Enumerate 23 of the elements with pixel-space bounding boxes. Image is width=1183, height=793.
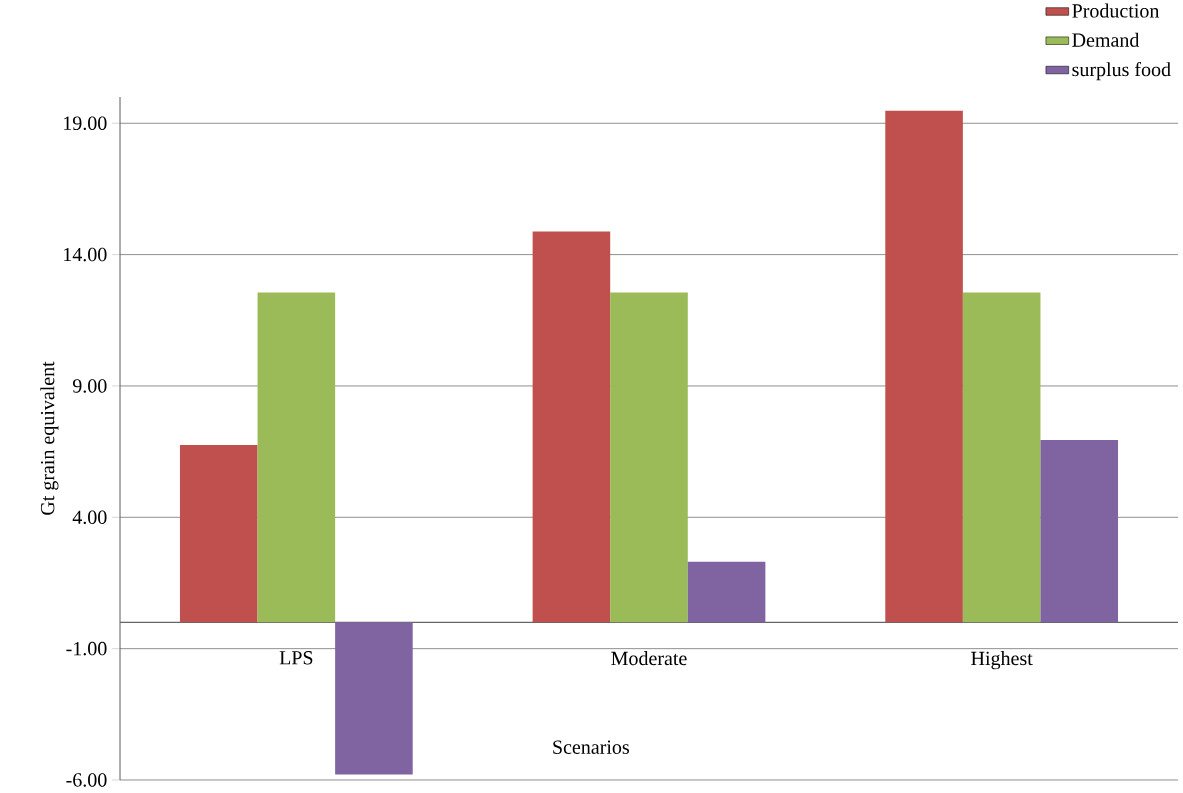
bar — [885, 110, 963, 623]
x-tick-label: LPS — [279, 651, 313, 665]
bar — [610, 292, 688, 623]
y-tick-label: 4.00 — [72, 510, 107, 525]
bar — [335, 622, 413, 775]
bar — [962, 292, 1041, 623]
x-axis-title: Scenarios — [553, 740, 629, 754]
bar — [257, 292, 336, 623]
x-tick-label: Moderate — [611, 651, 687, 666]
y-tick-label: 9.00 — [72, 379, 107, 393]
legend-label: Demand — [1072, 32, 1140, 47]
y-axis-title: Gt grain equivalent — [40, 361, 59, 515]
bar — [1040, 440, 1119, 623]
legend-label: Production — [1072, 3, 1160, 18]
bar — [532, 231, 611, 623]
legend-label: surplus food — [1072, 61, 1171, 81]
y-tick-label: -6.00 — [66, 773, 107, 787]
bar — [179, 445, 258, 623]
y-tick-label: 19.00 — [64, 116, 107, 131]
y-tick-label: -1.00 — [66, 641, 107, 656]
bar — [687, 561, 766, 623]
x-tick-label: Highest — [971, 651, 1033, 670]
y-tick-label: 14.00 — [64, 247, 107, 262]
